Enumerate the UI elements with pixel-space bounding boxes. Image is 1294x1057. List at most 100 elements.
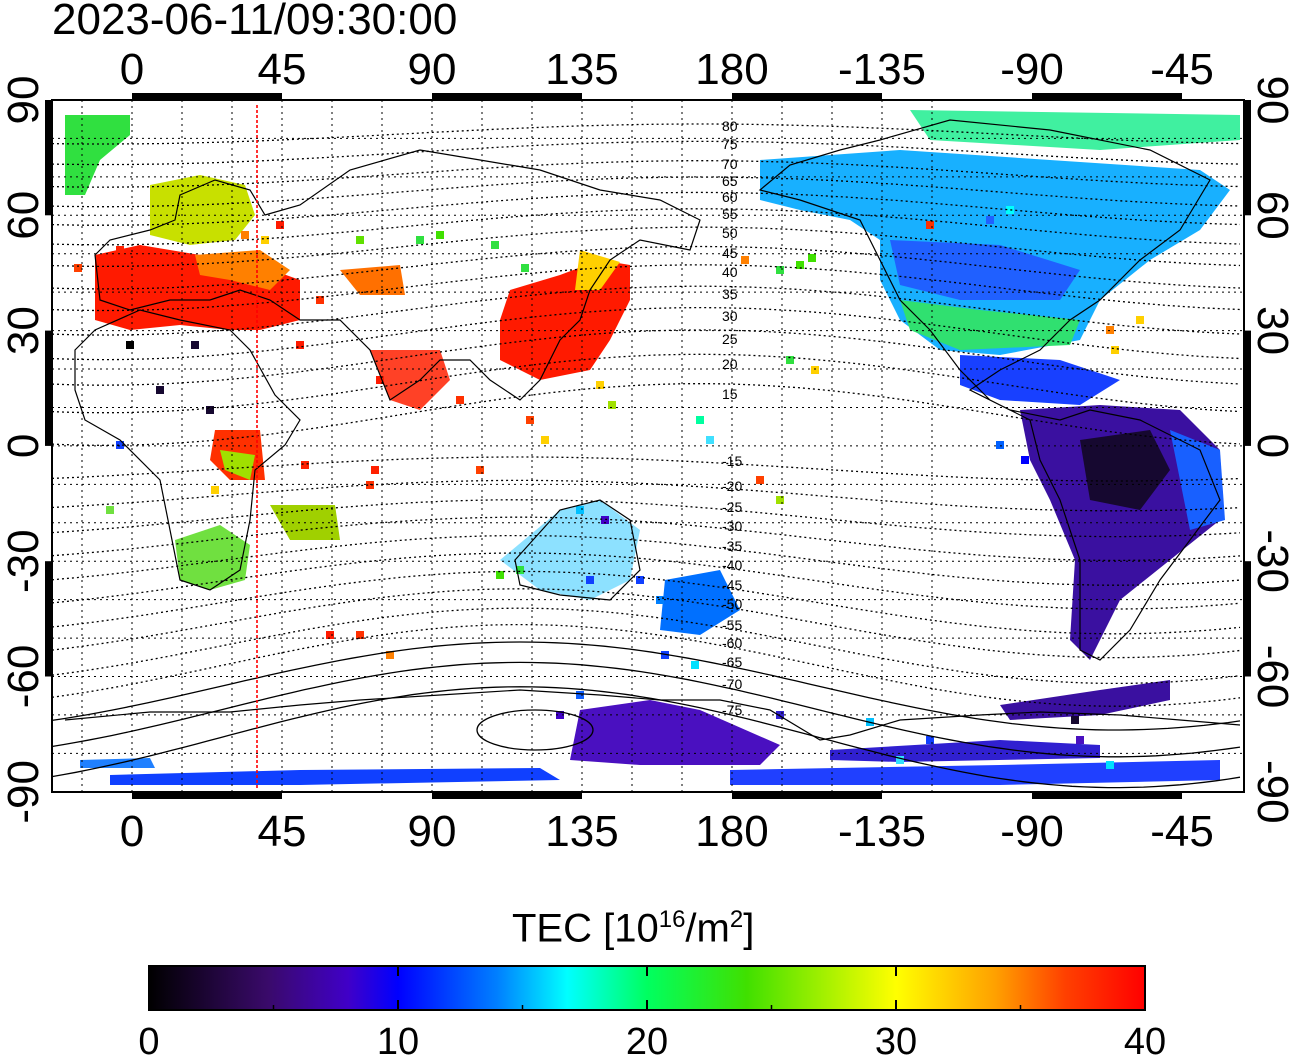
tec-pixel [356,236,364,244]
tec-pixel [808,254,816,262]
tec-pixel [376,376,384,384]
tec-pixel [608,401,616,409]
contour-label-south: -55 [722,617,742,633]
y-tick-label-right: -60 [1248,645,1294,709]
x-tick-label-bottom: -90 [1000,807,1064,856]
tec-pixel [521,264,529,272]
x-tick-label-bottom: -135 [838,807,926,856]
tec-patch-us-south [900,300,1080,350]
tec-pixel [296,341,304,349]
colorbar-label-exponent: 16 [658,906,686,933]
colorbar-label-end: ] [743,906,755,951]
tec-pixel [1136,316,1144,324]
tec-patch-antarctica-purple [570,700,780,765]
colorbar-tick-label: 0 [138,1021,159,1057]
tec-pixel [316,296,324,304]
tec-pixel [741,256,749,264]
x-tick-label-top: 180 [695,45,768,94]
tec-pixel [756,476,764,484]
y-tick-label-left: 30 [0,306,48,355]
contour-label-south: -20 [722,478,742,494]
x-tick-label-bottom: 90 [408,807,457,856]
x-tick-label-top: -45 [1150,45,1214,94]
tec-data-patches [65,110,1240,785]
tec-pixel [1106,326,1114,334]
y-tick-label-right: 0 [1248,434,1294,458]
x-tick-label-top: -135 [838,45,926,94]
tec-pixel [896,756,904,764]
contour-label-south: -35 [722,538,742,554]
contour-label-north: 55 [722,206,738,222]
tec-pixel [776,496,784,504]
tec-pixel [811,366,819,374]
tec-pixel [1006,206,1014,214]
tec-patch-japan-yellow [575,250,620,290]
x-tick-label-bottom: 180 [695,807,768,856]
tec-patch-canada-north [910,110,1240,150]
tec-pixel [1106,761,1114,769]
tec-pixel [276,221,284,229]
contour-label-south: -60 [722,635,742,651]
y-tick-label-left: -90 [0,760,48,824]
tec-pixel [576,506,584,514]
map-frame [51,99,1245,793]
x-tick-label-bottom: 135 [545,807,618,856]
contour-label-north: 50 [722,225,738,241]
x-tick-labels-bottom: 0 45 90 135 180 -135 -90 -45 [120,807,1214,856]
tec-pixel [156,386,164,394]
tec-patch-africa-east [220,450,255,480]
y-tick-label-right: 30 [1248,306,1294,355]
tec-pixel [326,631,334,639]
tec-pixel [241,231,249,239]
contour-label-north: 35 [722,286,738,302]
colorbar-tick-label: 20 [626,1021,668,1057]
tec-patch-india [370,350,450,410]
x-tick-label-top: 135 [545,45,618,94]
x-tick-labels-top: 0 45 90 135 180 -135 -90 -45 [120,45,1214,94]
contour-label-north: 45 [722,245,738,261]
tec-pixel [926,221,934,229]
contour-label-south: -25 [722,499,742,515]
tec-pixel [386,651,394,659]
colorbar-label-main: TEC [10 [512,906,659,951]
contour-label-north: 75 [722,136,738,152]
tec-pixel [356,631,364,639]
tec-pixel [74,264,82,272]
tec-pixel [691,661,699,669]
tec-patch-newzealand [660,570,740,635]
contour-label-south: -75 [722,702,742,718]
tec-patch-southamerica-dark [1080,430,1170,510]
tec-patch-greenland [65,115,130,195]
tec-pixel [796,261,804,269]
coastlines [64,119,1241,741]
tec-patch-antarctic-band [110,768,560,785]
tec-patch-antarctic-band-east [730,760,1220,785]
colorbar-tick-label: 40 [1124,1021,1166,1057]
y-tick-label-left: -30 [0,529,48,593]
tec-pixel [301,461,309,469]
tec-pixel [476,466,484,474]
tec-pixel [786,356,794,364]
tec-pixel [191,341,199,349]
contour-label-south: -70 [722,676,742,692]
tec-pixel [116,246,124,254]
tec-patch-gulf [960,355,1120,405]
x-tick-label-bottom: 45 [258,807,307,856]
contour-label-south: -45 [722,577,742,593]
y-tick-label-right: 60 [1248,191,1294,240]
colorbar-ticks: 0 10 20 30 40 [138,966,1166,1057]
tec-pixel [586,576,594,584]
tec-patch-south-africa [175,525,250,590]
x-tick-label-top: -90 [1000,45,1064,94]
lat-lon-grid [52,100,1244,792]
colorbar-label-unit: /m [685,906,730,951]
tec-patch-us-interior [890,240,1080,300]
tec-patch-eastern-europe [195,250,290,290]
tec-patch-antarctic-peninsula [1000,680,1170,720]
tec-pixel [436,231,444,239]
y-tick-label-right: -30 [1248,529,1294,593]
geomagnetic-contours [51,123,1241,789]
tec-pixel [1111,346,1119,354]
